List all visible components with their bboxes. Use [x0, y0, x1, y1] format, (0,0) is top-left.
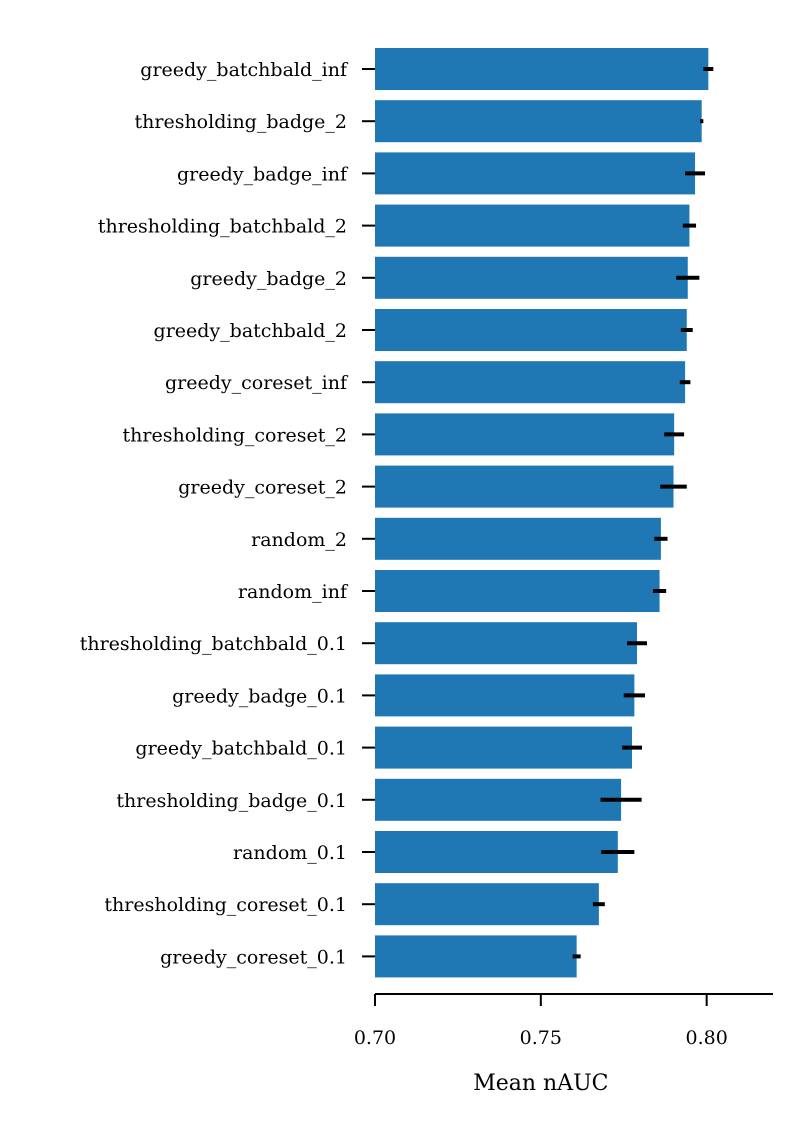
bar: [375, 726, 633, 769]
bar: [375, 152, 696, 195]
category-label: thresholding_badge_2: [135, 111, 348, 133]
category-label: random_0.1: [233, 842, 347, 864]
x-tick-label: 0.75: [520, 1027, 562, 1049]
bar: [375, 883, 599, 926]
bar: [375, 100, 702, 143]
bar: [375, 204, 690, 247]
category-labels-group: greedy_batchbald_inf thresholding_badge_2…: [80, 59, 375, 968]
category-label: greedy_badge_inf: [177, 163, 349, 185]
x-tick-label: 0.70: [354, 1027, 396, 1049]
bar: [375, 256, 688, 299]
category-label: thresholding_batchbald_2: [98, 216, 347, 238]
category-label: greedy_batchbald_0.1: [135, 738, 347, 760]
category-label: random_inf: [238, 581, 349, 603]
category-label: greedy_coreset_0.1: [160, 946, 347, 968]
bar: [375, 570, 660, 612]
x-axis: 0.70 0.75 0.80: [354, 993, 773, 1049]
category-label: greedy_coreset_2: [178, 477, 347, 499]
category-label: thresholding_batchbald_0.1: [80, 633, 347, 655]
category-label: thresholding_badge_0.1: [116, 790, 347, 812]
x-axis-title: Mean nAUC: [473, 1071, 608, 1096]
category-label: greedy_badge_2: [190, 268, 347, 290]
bar: [375, 48, 709, 90]
bar: [375, 778, 622, 821]
bar: [375, 413, 675, 456]
bars-group: [375, 48, 709, 978]
x-tick-label: 0.80: [686, 1027, 728, 1049]
error-bars-group: [572, 67, 714, 959]
category-label: greedy_batchbald_2: [154, 320, 347, 342]
category-label: random_2: [251, 529, 347, 551]
category-label: greedy_batchbald_inf: [140, 59, 349, 81]
bar: [375, 622, 638, 665]
bar: [375, 831, 618, 873]
category-label: greedy_coreset_inf: [165, 372, 349, 394]
bar: [375, 935, 577, 978]
bar: [375, 361, 686, 404]
bar: [375, 674, 635, 717]
category-label: thresholding_coreset_0.1: [104, 894, 347, 916]
category-label: greedy_badge_0.1: [172, 685, 347, 707]
bar: [375, 465, 674, 508]
category-label: thresholding_coreset_2: [123, 424, 347, 446]
bar: [375, 517, 661, 560]
bar: [375, 309, 687, 351]
